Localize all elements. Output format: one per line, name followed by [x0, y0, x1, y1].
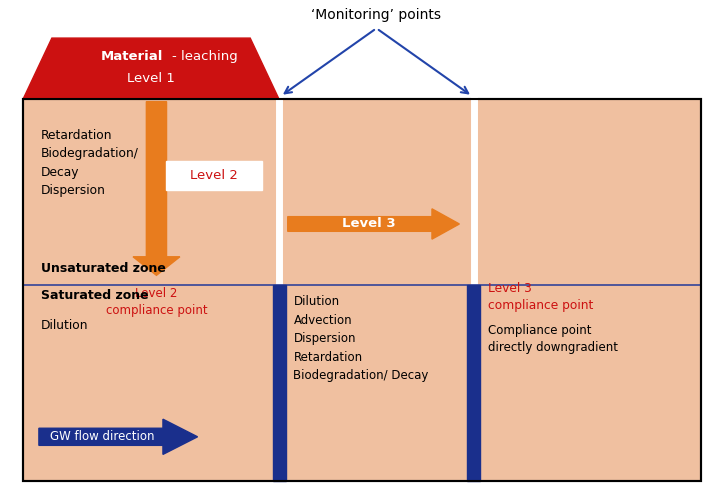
Text: Level 1: Level 1 [127, 72, 174, 85]
FancyArrow shape [133, 102, 180, 276]
FancyBboxPatch shape [166, 161, 262, 190]
Text: Retardation
Biodegradation/
Decay
Dispersion: Retardation Biodegradation/ Decay Disper… [41, 128, 139, 197]
Text: ‘Monitoring’ points: ‘Monitoring’ points [311, 8, 442, 22]
Text: Material: Material [101, 50, 164, 62]
FancyBboxPatch shape [272, 285, 285, 481]
Text: Dilution
Advection
Dispersion
Retardation
Biodegradation/ Decay: Dilution Advection Dispersion Retardatio… [293, 296, 429, 382]
Text: Level 2
compliance point: Level 2 compliance point [106, 287, 207, 317]
FancyBboxPatch shape [23, 99, 701, 481]
Text: Level 2: Level 2 [190, 169, 238, 182]
Text: Dilution: Dilution [41, 319, 88, 332]
FancyArrow shape [39, 419, 198, 455]
Text: Compliance point
directly downgradient: Compliance point directly downgradient [488, 324, 618, 354]
Text: Unsaturated zone: Unsaturated zone [41, 262, 166, 275]
Text: Saturated zone: Saturated zone [41, 289, 148, 303]
FancyBboxPatch shape [467, 285, 480, 481]
FancyArrow shape [287, 209, 459, 239]
Text: - leaching: - leaching [172, 50, 238, 62]
Text: Level 3
compliance point: Level 3 compliance point [488, 282, 594, 312]
Text: GW flow direction: GW flow direction [51, 430, 155, 443]
Polygon shape [23, 38, 279, 99]
Text: Level 3: Level 3 [342, 217, 396, 230]
